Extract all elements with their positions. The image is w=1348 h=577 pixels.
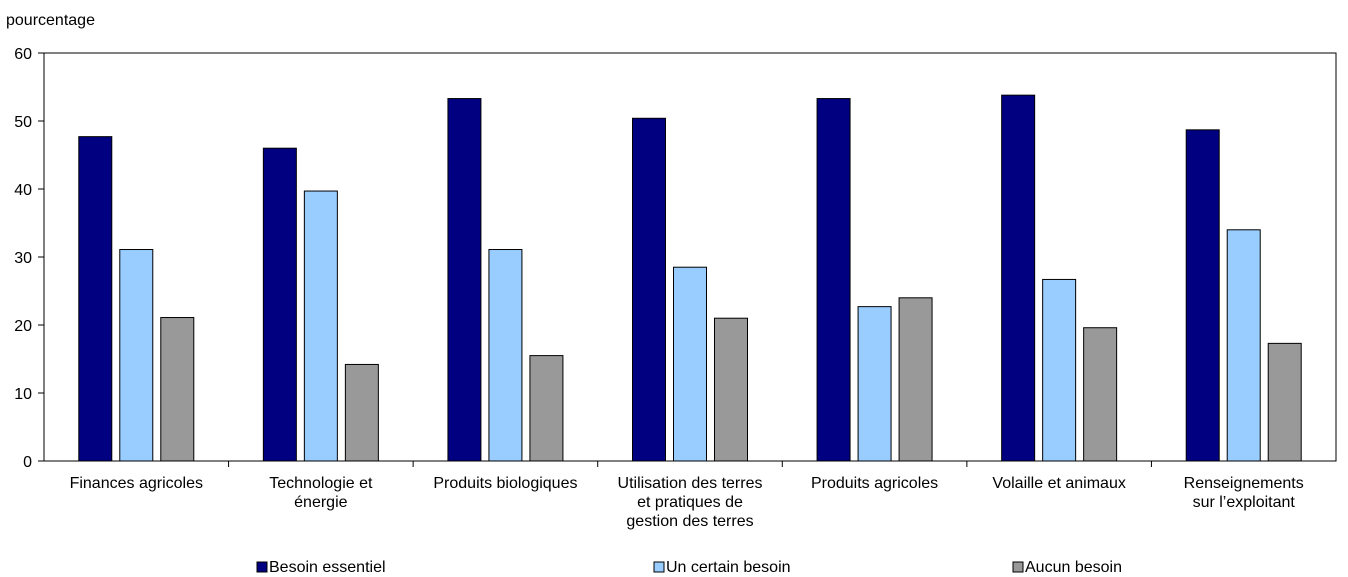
category-label: Utilisation des terres et pratiques de ges… [618, 475, 763, 530]
bar [160, 317, 195, 462]
legend-swatch [653, 561, 665, 573]
legend-swatch [1012, 561, 1024, 573]
bar [303, 190, 338, 462]
y-axis-label: pourcentage [6, 12, 95, 29]
bar [1226, 229, 1261, 462]
bar [262, 147, 297, 462]
legend-label: Besoin essentiel [269, 559, 386, 576]
category-label: Produits agricoles [811, 475, 938, 492]
bar [1267, 342, 1302, 462]
bar [714, 317, 748, 462]
bar [673, 266, 707, 462]
bar [447, 98, 482, 462]
bar [898, 297, 933, 462]
bar [632, 117, 666, 462]
legend-item: Un certain besoin [653, 559, 791, 576]
bar [1083, 327, 1118, 462]
y-tick-label: 50 [14, 114, 32, 131]
legend-label: Un certain besoin [666, 559, 791, 576]
category-label: Produits biologiques [433, 475, 577, 492]
y-tick-label: 0 [23, 454, 32, 471]
y-tick-label: 10 [14, 386, 32, 403]
bar [78, 136, 113, 462]
bar [488, 249, 523, 462]
category-label: Renseignements sur l’exploitant [1184, 475, 1304, 511]
y-tick-label: 20 [14, 318, 32, 335]
legend-item: Aucun besoin [1012, 559, 1122, 576]
bar [119, 249, 154, 462]
bar [529, 355, 564, 462]
legend: Besoin essentiel Un certain besoin Aucun b… [256, 559, 1122, 576]
bar [344, 363, 379, 462]
legend-label: Aucun besoin [1025, 559, 1122, 576]
y-tick-label: 30 [14, 250, 32, 267]
y-tick-label: 40 [14, 182, 32, 199]
category-labels: Finances agricoles Technologie et énergie P… [70, 475, 1304, 530]
bars [78, 94, 1302, 462]
bar [1042, 278, 1077, 462]
legend-item: Besoin essentiel [256, 559, 386, 576]
y-tick-label: 60 [14, 46, 32, 63]
bar [1185, 129, 1220, 462]
category-label: Finances agricoles [70, 475, 203, 492]
category-label: Technologie et énergie [269, 475, 373, 511]
bar [857, 306, 892, 462]
bar [1001, 94, 1036, 462]
category-label: Volaille et animaux [992, 475, 1125, 492]
bar [816, 98, 851, 462]
legend-swatch [256, 561, 268, 573]
